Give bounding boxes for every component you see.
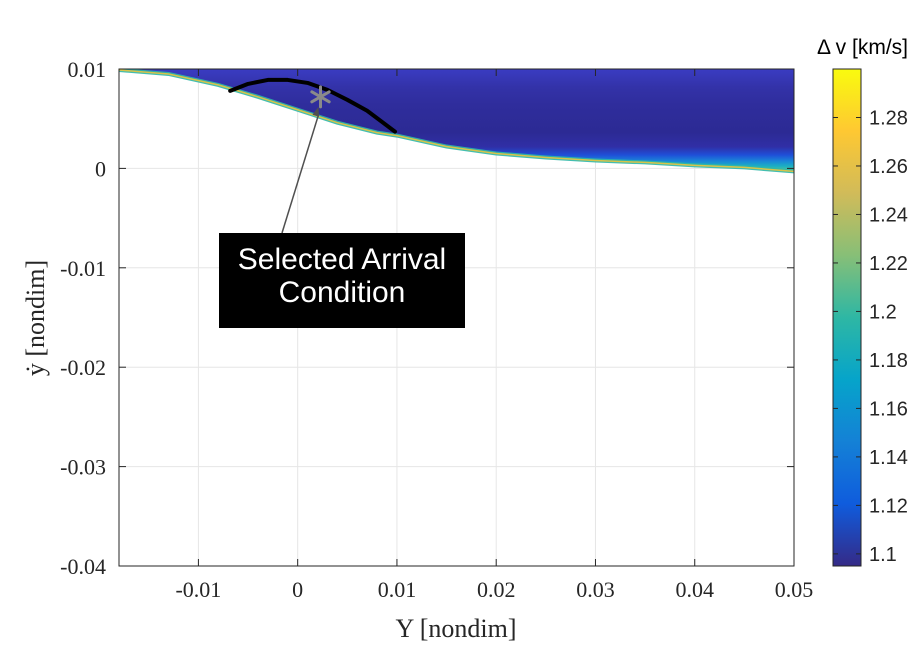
x-tick-label: -0.01 <box>175 577 221 602</box>
series-layer <box>228 77 397 134</box>
y-axis-label: ẏ [nondim] <box>21 260 50 376</box>
annotation-arrow-line <box>281 114 320 234</box>
heatmap-region <box>119 69 794 174</box>
colorbar-tick-label: 1.22 <box>869 253 908 275</box>
x-tick-label: 0.01 <box>378 577 417 602</box>
y-tick-label: -0.03 <box>60 455 106 480</box>
marker-stroke <box>310 90 331 104</box>
annotation-arrow-head <box>312 106 320 117</box>
y-tick-label: -0.02 <box>60 355 106 380</box>
colorbar-tick-label: 1.2 <box>869 301 897 323</box>
feasible-region <box>119 69 794 172</box>
colorbar-tick-label: 1.1 <box>869 544 897 566</box>
x-tick-label: 0.05 <box>775 577 814 602</box>
y-axis-ticks: 0.01 0 -0.01 -0.02 -0.03 -0.04 <box>60 57 794 579</box>
annotation-text-line: Selected Arrival <box>238 243 446 276</box>
colorbar-tick-label: 1.16 <box>869 398 908 420</box>
colorbar <box>833 69 861 566</box>
colorbar-tick-label: 1.28 <box>869 107 908 129</box>
y-tick-label: -0.04 <box>60 554 106 579</box>
x-tick-label: 0.04 <box>675 577 714 602</box>
y-tick-label: -0.01 <box>60 256 106 281</box>
selected-arrival-marker <box>310 85 331 109</box>
region-boundary <box>119 69 794 173</box>
annotation-text-line: Condition <box>279 276 406 309</box>
x-axis-label: Y [nondim] <box>395 614 516 643</box>
x-tick-label: 0 <box>292 577 303 602</box>
x-tick-label: 0.03 <box>576 577 615 602</box>
colorbar-ticks: 1.1 1.12 1.14 1.16 1.18 1.2 1.22 1.24 1.26 1.28 <box>833 107 908 566</box>
colorbar-tick-label: 1.18 <box>869 350 908 372</box>
arrival-curve-line <box>228 77 397 134</box>
colorbar-tick-label: 1.12 <box>869 495 908 517</box>
colorbar-tick-label: 1.14 <box>869 447 908 469</box>
annotation-box <box>219 233 465 328</box>
colorbar-title: Δ v [km/s] <box>817 36 908 59</box>
plot-frame <box>118 68 795 567</box>
x-axis-ticks: -0.01 0 0.01 0.02 0.03 0.04 0.05 <box>175 69 813 602</box>
y-tick-label: 0.01 <box>68 57 107 82</box>
x-tick-label: 0.02 <box>477 577 516 602</box>
y-tick-label: 0 <box>95 156 106 181</box>
colorbar-tick-label: 1.26 <box>869 156 908 178</box>
colorbar-frame <box>832 68 862 567</box>
colorbar-tick-label: 1.24 <box>869 204 908 226</box>
